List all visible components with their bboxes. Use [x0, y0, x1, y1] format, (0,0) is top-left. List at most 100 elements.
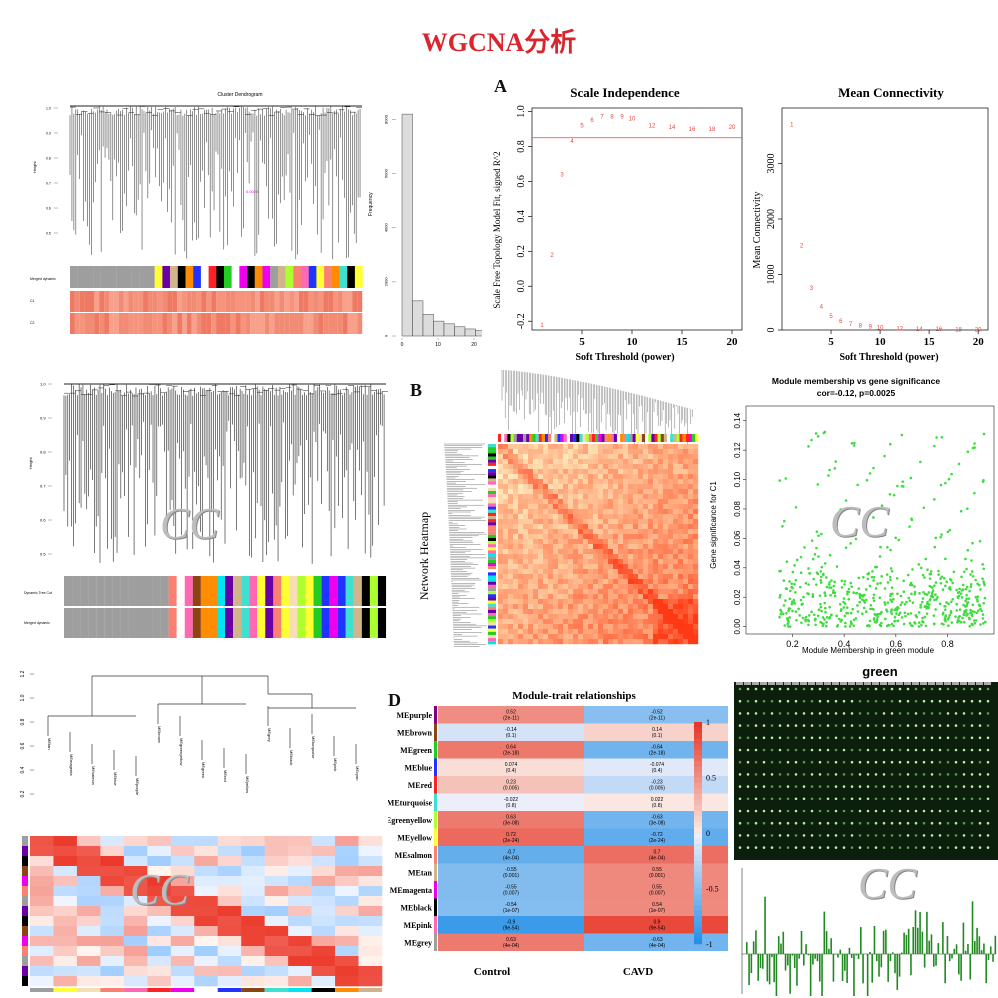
row-label-c1: C1: [30, 299, 35, 303]
gene-point: [976, 582, 979, 586]
heatmap-cell: [603, 519, 609, 525]
heatmap-cell: [623, 589, 629, 595]
module-color-segment: [289, 608, 298, 638]
module-color-segment: [192, 608, 201, 638]
module-color-cell: [30, 988, 54, 992]
adjacency-cell: [76, 956, 101, 967]
expression-dot: [826, 785, 830, 788]
expression-dot: [858, 687, 862, 691]
heatmap-cell: [578, 524, 584, 530]
left-color-cell: [488, 619, 496, 623]
adjacency-cell: [288, 846, 312, 857]
gene-point: [793, 602, 796, 605]
heatmap-cell: [528, 629, 534, 635]
heatmap-cell: [628, 489, 634, 495]
heatmap-cell: [553, 494, 559, 500]
adjacency-cell: [194, 916, 219, 927]
heatmap-cell: [553, 544, 559, 550]
heatmap-cell: [693, 619, 699, 625]
expression-dot: [962, 712, 966, 715]
x-tick-label: 5: [579, 336, 585, 348]
heatmap-cell: [648, 479, 654, 485]
heatmap-cell: [663, 514, 669, 520]
top-color-cell: [632, 434, 636, 442]
module-color-segment: [70, 266, 78, 288]
module-row-label: MEblack: [400, 903, 432, 912]
trait-cell-value: -0.54: [505, 902, 517, 908]
heatmap-cell: [568, 534, 574, 540]
heatmap-cell: [658, 449, 664, 455]
gene-point: [946, 530, 950, 534]
heatmap-cell: [533, 634, 539, 640]
heatmap-cell: [543, 594, 549, 600]
cluster-dendrogram-ylabel: Height: [32, 161, 37, 173]
heatmap-cell: [578, 579, 584, 585]
trait-cell: [438, 933, 584, 951]
heatmap-cell: [573, 504, 579, 510]
gene-point: [801, 602, 804, 606]
heatmap-cell: [638, 574, 644, 580]
heatmap-cell: [528, 569, 534, 575]
mm-ylabel: Gene significance for C1: [709, 481, 718, 569]
gene-point: [921, 573, 925, 577]
module-color-segment: [112, 576, 121, 606]
heatmap-cell: [593, 564, 599, 570]
gene-point: [941, 588, 945, 591]
heatmap-cell: [628, 519, 634, 525]
gene-point: [890, 622, 894, 626]
heatmap-cell: [588, 454, 594, 460]
heatmap-cell: [678, 469, 684, 475]
heatmap-cell: [543, 534, 549, 540]
heatmap-cell: [513, 524, 519, 530]
heatmap-cell: [653, 484, 659, 490]
heatmap-cell: [673, 569, 679, 575]
heatmap-cell: [688, 539, 694, 545]
heatmap-cell: [623, 494, 629, 500]
heatmap-cell: [658, 599, 664, 605]
adjacency-cell: [358, 866, 383, 877]
eigengene-bar: [862, 954, 864, 984]
heatmap-cell: [528, 529, 534, 535]
gene-point: [838, 602, 842, 606]
expression-dot: [746, 699, 750, 703]
legend-gradient-step: [694, 838, 702, 845]
heatmap-cell: [618, 639, 624, 645]
heatmap-cell: [648, 549, 654, 555]
eigengene-bar: [871, 954, 873, 983]
adjacency-cell: [147, 866, 172, 877]
heatmap-cell: [603, 539, 609, 545]
gene-point: [918, 592, 921, 595]
gene-point: [933, 498, 936, 501]
power-point-label: 18: [709, 127, 716, 133]
heatmap-cell: [643, 629, 649, 635]
gene-point: [973, 491, 976, 495]
module-row-color: [434, 863, 437, 881]
heatmap-cell: [563, 639, 569, 645]
heatmap-cell: [553, 519, 559, 525]
adjacency-cell: [358, 896, 383, 907]
heatmap-cell: [603, 549, 609, 555]
module-color-segment: [200, 576, 209, 606]
heatmap-cell: [508, 474, 514, 480]
expression-dot: [970, 736, 974, 740]
y-tick-label: 0.2: [516, 245, 527, 257]
module-color-segment: [168, 608, 177, 638]
heatmap-cell: [548, 544, 554, 550]
module-row-color: [434, 723, 437, 741]
heatmap-cell: [498, 589, 504, 595]
gene-point: [792, 598, 796, 602]
leaf-label: MEgrey: [267, 728, 272, 742]
trait-color-cell: [337, 313, 343, 334]
adjacency-cell: [123, 926, 148, 937]
heatmap-cell: [678, 584, 684, 590]
heatmap-cell: [578, 444, 584, 450]
heatmap-cell: [638, 549, 644, 555]
expression-dot: [810, 687, 814, 691]
expression-dot: [954, 834, 958, 837]
heatmap-cell: [498, 489, 504, 495]
heatmap-cell: [583, 489, 589, 495]
eigengene-bar: [821, 954, 823, 996]
heatmap-cell: [643, 609, 649, 615]
heatmap-cell: [693, 604, 699, 610]
heatmap-cell: [558, 559, 564, 565]
